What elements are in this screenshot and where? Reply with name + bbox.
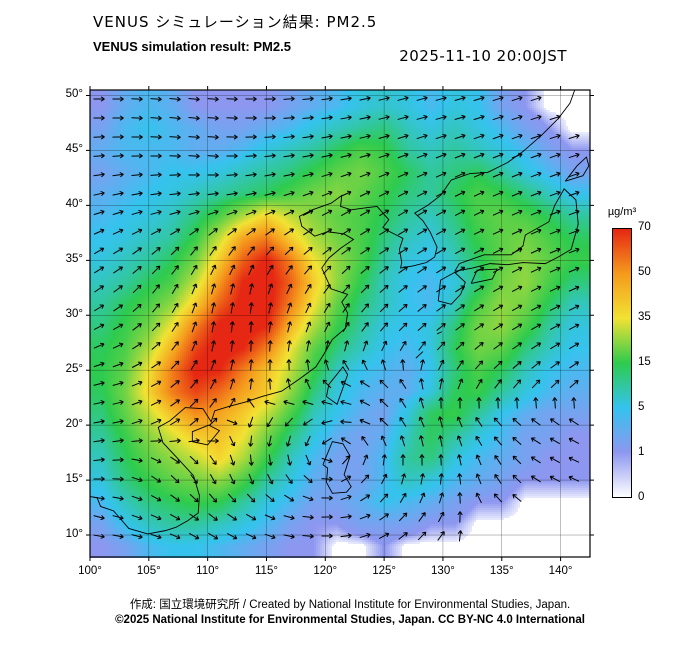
license-line: ©2025 National Institute for Environment… [115, 614, 585, 626]
x-axis-tick-label: 135° [489, 565, 514, 577]
y-axis-tick-label: 30° [65, 308, 83, 321]
colorbar-tick-label: 70 [638, 221, 651, 233]
page-title-jp: VENUS シミュレーション結果: PM2.5 [93, 13, 378, 31]
x-axis-tick-label: 105° [136, 565, 161, 577]
y-axis-tick-label: 10° [65, 528, 83, 541]
y-axis-tick-label: 50° [65, 88, 83, 101]
timestamp: 2025-11-10 20:00JST [399, 47, 567, 65]
x-axis-tick-label: 120° [313, 565, 338, 577]
credit-line: 作成: 国立環境研究所 / Created by National Instit… [129, 599, 571, 611]
y-axis-tick-label: 40° [65, 198, 83, 211]
x-axis-tick-label: 110° [196, 565, 220, 577]
x-axis-tick-label: 115° [255, 565, 278, 577]
x-axis-tick-label: 100° [78, 565, 102, 577]
page-subtitle-en: VENUS simulation result: PM2.5 [93, 39, 291, 54]
colorbar-tick-label: 15 [638, 356, 651, 368]
x-axis-tick-label: 130° [431, 565, 455, 577]
y-axis-tick-label: 20° [65, 418, 83, 431]
colorbar-tick-label: 35 [638, 311, 651, 323]
x-axis-tick-label: 125° [372, 565, 396, 577]
colorbar-tick-label: 5 [638, 401, 645, 413]
y-axis-tick-label: 25° [65, 363, 83, 376]
colorbar-tick-label: 1 [638, 446, 645, 458]
y-axis-tick-label: 35° [65, 253, 83, 266]
y-axis-tick-label: 15° [65, 473, 83, 486]
colorbar [612, 228, 632, 498]
map-canvas [84, 84, 596, 563]
y-axis-tick-label: 45° [65, 143, 83, 156]
colorbar-tick-label: 0 [638, 491, 645, 503]
colorbar-unit-label: µg/m³ [607, 206, 637, 218]
colorbar-tick-label: 50 [638, 266, 651, 278]
x-axis-tick-label: 140° [548, 565, 573, 577]
